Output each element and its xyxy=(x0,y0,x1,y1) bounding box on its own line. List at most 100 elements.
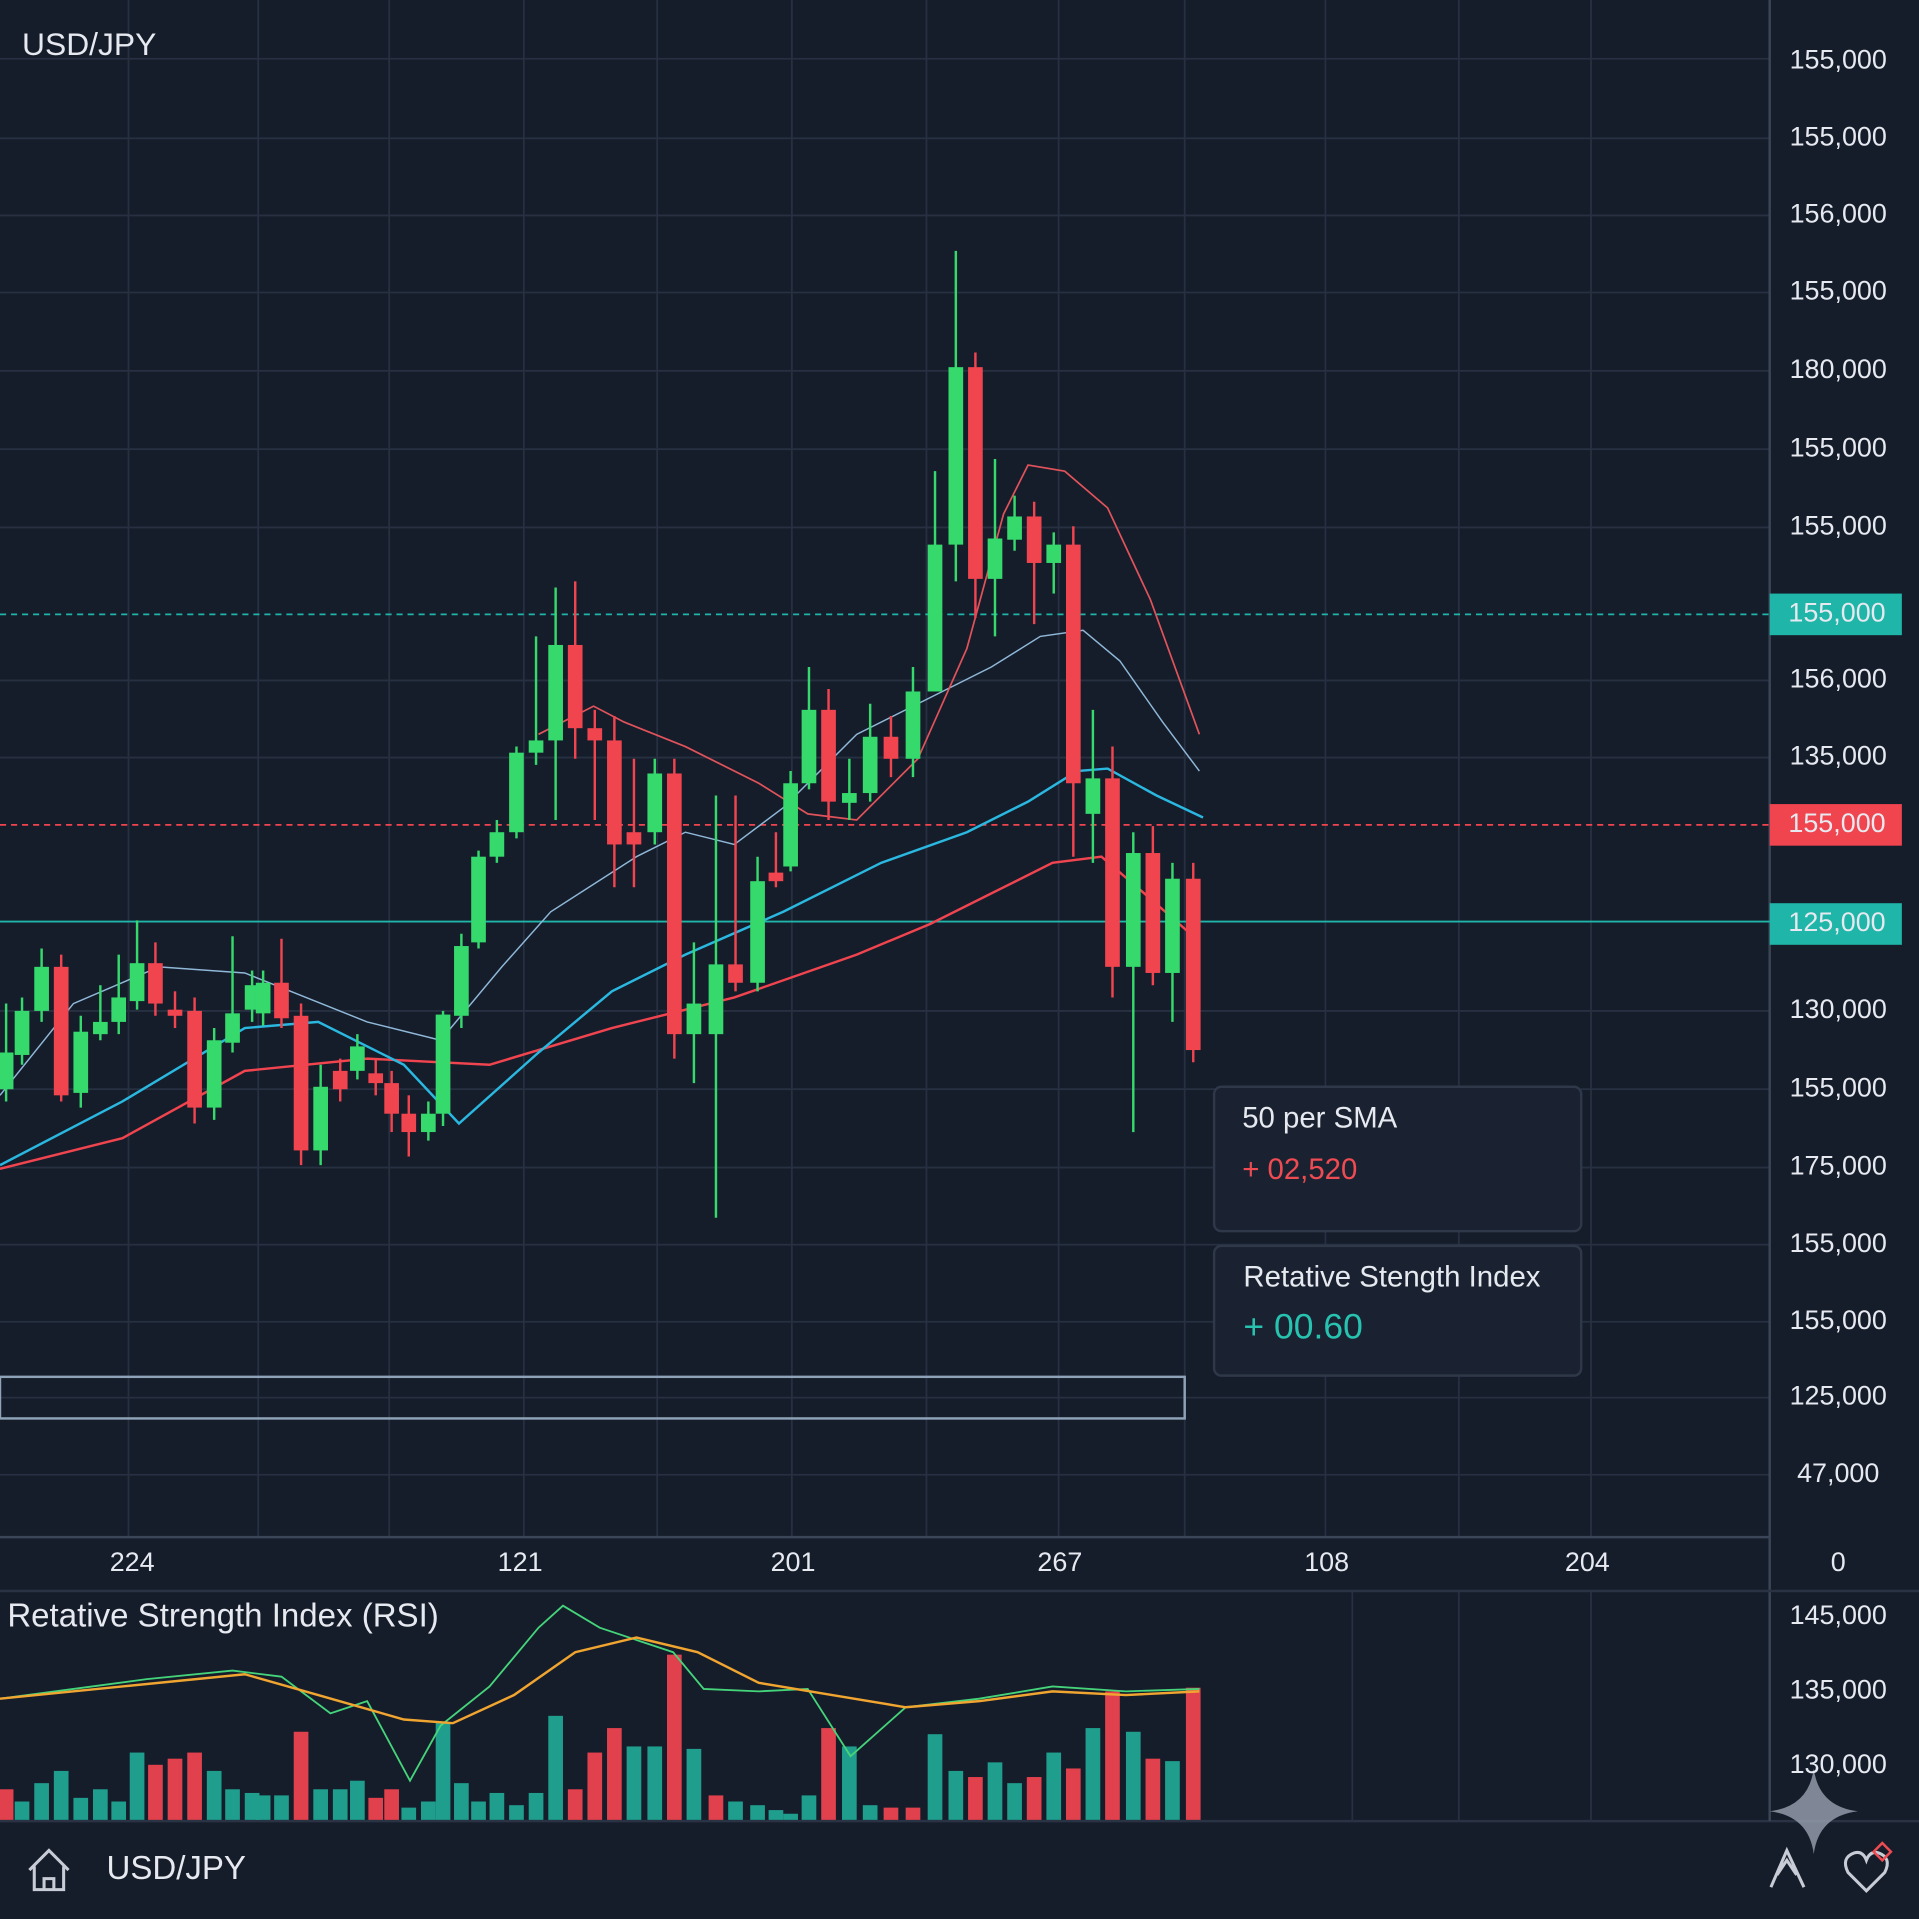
sparkle-icon xyxy=(1769,1768,1858,1855)
volume-bar xyxy=(206,1770,222,1820)
candle-body xyxy=(73,1031,89,1093)
volume-bar xyxy=(1065,1768,1081,1820)
candle-body xyxy=(1165,878,1180,973)
candle-body xyxy=(1085,778,1101,814)
volume-bar xyxy=(225,1789,240,1820)
volume-bar xyxy=(1145,1758,1161,1820)
volume-bar xyxy=(666,1654,682,1820)
footer-symbol[interactable]: USD/JPY xyxy=(106,1850,246,1887)
volume-bar xyxy=(927,1734,943,1820)
price-badge-label: 155,000 xyxy=(1788,808,1885,838)
candle-body xyxy=(489,832,505,857)
volume-bar xyxy=(626,1746,642,1820)
sma-card xyxy=(1212,1085,1583,1233)
candle-body xyxy=(1007,516,1022,540)
candle-body xyxy=(567,644,583,729)
candle-body xyxy=(905,691,921,759)
sma-card-title: 50 per SMA xyxy=(1242,1102,1397,1135)
volume-bar xyxy=(471,1801,486,1820)
candle-body xyxy=(607,740,622,845)
volume-bar xyxy=(167,1758,183,1820)
rsi-signal-line xyxy=(0,1636,1200,1725)
volume-bar xyxy=(53,1770,69,1820)
candle-body xyxy=(509,752,524,833)
volume-bar xyxy=(274,1795,289,1820)
range-box xyxy=(0,1375,1186,1420)
candle-body xyxy=(821,709,836,802)
volume-bar xyxy=(548,1715,563,1820)
candle-body xyxy=(332,1070,348,1090)
price-label: 155,000 xyxy=(1790,511,1887,541)
candle-body xyxy=(883,736,899,759)
volume-bar xyxy=(1046,1752,1062,1820)
candle-body xyxy=(368,1073,384,1084)
time-label: 224 xyxy=(110,1547,155,1577)
candle-body xyxy=(927,544,943,692)
candle-body xyxy=(274,982,289,1019)
candle-body xyxy=(167,1009,183,1016)
volume-bar xyxy=(987,1762,1003,1820)
volume-bar xyxy=(187,1752,202,1820)
price-badge xyxy=(1769,593,1902,636)
rsi-card-title: Retative Stength Index xyxy=(1243,1261,1540,1294)
candle-body xyxy=(111,997,127,1022)
volume-bar xyxy=(842,1746,857,1820)
candle-body xyxy=(968,367,983,579)
candle-body xyxy=(187,1010,202,1108)
price-label: 155,000 xyxy=(1790,44,1887,74)
candle-body xyxy=(1125,853,1141,967)
volume-bar xyxy=(968,1777,983,1820)
price-label: 125,000 xyxy=(1790,1381,1887,1411)
candle-body xyxy=(1185,878,1201,1051)
price-label: 180,000 xyxy=(1790,354,1887,384)
price-label: 130,000 xyxy=(1790,994,1887,1024)
price-label: 47,000 xyxy=(1797,1458,1879,1488)
volume-bar xyxy=(129,1752,145,1820)
candle-body xyxy=(647,773,663,833)
volume-bar xyxy=(1165,1761,1180,1820)
volume-bar xyxy=(862,1805,878,1820)
price-label: 156,000 xyxy=(1790,199,1887,229)
volume-bar xyxy=(686,1748,702,1820)
candle-body xyxy=(421,1113,436,1133)
volume-bar xyxy=(1105,1691,1120,1820)
rsi-title: Retative Strength Index (RSI) xyxy=(7,1598,438,1635)
home-glyph xyxy=(28,1848,70,1892)
volume-bar xyxy=(948,1770,964,1820)
volume-bar xyxy=(1085,1728,1101,1820)
candle-body xyxy=(255,982,271,1014)
home-icon[interactable] xyxy=(28,1848,70,1892)
candle-body xyxy=(384,1083,399,1114)
candle-body xyxy=(948,367,964,545)
volume-bar xyxy=(34,1783,49,1820)
sma-card-value: + 02,520 xyxy=(1242,1153,1357,1186)
rsi-axis-label: 135,000 xyxy=(1790,1674,1887,1704)
price-badge xyxy=(1769,903,1902,945)
candle-body xyxy=(435,1014,451,1114)
volume-bar xyxy=(801,1795,817,1820)
volume-bar xyxy=(708,1795,724,1820)
favorite-badge xyxy=(1871,1841,1893,1863)
volume-bar xyxy=(111,1801,127,1820)
volume-bar xyxy=(384,1789,399,1820)
candle-body xyxy=(528,740,544,753)
volume-bar xyxy=(93,1789,108,1820)
candle-body xyxy=(708,964,724,1035)
time-label: 201 xyxy=(771,1547,816,1577)
time-label: 267 xyxy=(1037,1547,1082,1577)
price-label: 155,000 xyxy=(1790,121,1887,151)
candle-body xyxy=(1145,853,1161,973)
alert-icon[interactable] xyxy=(1769,1846,1806,1888)
candle-body xyxy=(93,1021,108,1035)
volume-bar xyxy=(768,1810,784,1820)
volume-bar xyxy=(750,1805,765,1820)
symbol-title: USD/JPY xyxy=(22,26,156,62)
candle-body xyxy=(401,1113,417,1133)
candle-body xyxy=(728,964,743,983)
candle-body xyxy=(454,946,469,1016)
time-label: 108 xyxy=(1304,1547,1349,1577)
candle-body xyxy=(750,881,765,983)
candle-body xyxy=(148,963,163,1004)
candles xyxy=(0,250,1204,1820)
